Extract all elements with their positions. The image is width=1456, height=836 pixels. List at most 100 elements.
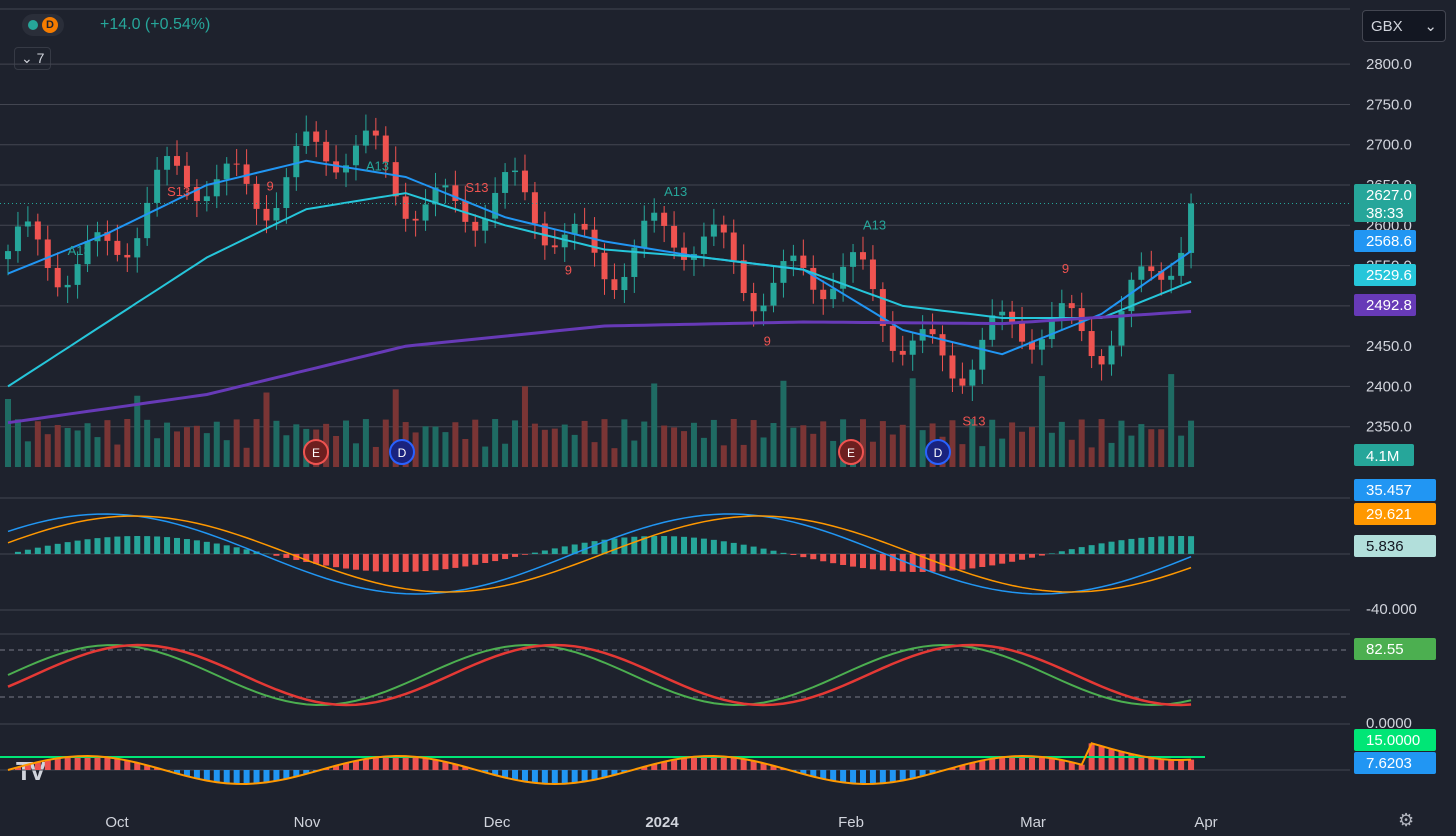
volume-bar [54,425,61,467]
volume-bar [64,428,71,467]
macd-histogram-bar [840,554,847,565]
oscillator-bar [124,760,131,770]
td-annotation-label: S13 [962,414,985,429]
macd-histogram-bar [641,536,648,554]
candle [5,251,11,260]
candle [611,279,618,291]
oscillator-bar [382,756,389,770]
volume-bar [263,392,270,467]
macd-histogram-bar [64,542,71,554]
volume-bar [641,421,648,467]
price-label-box [1354,264,1416,286]
volume-bar [1088,447,1095,467]
oscillator-bar [671,759,678,770]
oscillator-bar [999,757,1006,770]
volume-bar [114,444,121,467]
candle [989,315,996,340]
macd-histogram-bar [323,554,330,566]
oscillator-bar [949,767,956,770]
candle [1108,345,1115,365]
td-annotation-label: 9 [764,334,771,349]
volume-bar [1068,439,1075,467]
candle [521,170,528,193]
oscillator-bar [929,770,936,774]
volume-bar [183,427,190,467]
volume-bar [561,424,568,467]
oscillator-bar [969,762,976,770]
candle [959,378,966,386]
symbol-pill[interactable]: D [22,14,64,36]
oscillator-bar [591,770,598,780]
macd-histogram-bar [442,554,449,570]
volume-bar [760,437,767,467]
oscillator-bar [233,770,240,784]
macd-histogram-bar [919,554,926,572]
x-tick-label: Nov [294,814,321,831]
chevron-down-icon: ⌄ [1424,18,1437,35]
candle [313,131,320,142]
macd-histogram-bar [1188,536,1195,554]
volume-bar [452,422,459,467]
oscillator-bar [700,756,707,770]
currency-select[interactable]: GBX ⌄ [1362,10,1446,42]
volume-bar [700,437,707,467]
candle [104,232,111,241]
candle [1138,266,1145,280]
volume-bar [94,437,101,467]
candle [362,130,369,146]
oscillator-bar [512,770,519,780]
oscillator-bar [223,770,230,784]
candle [790,255,797,262]
oscillator-bar [1009,756,1016,770]
earnings-marker [838,439,864,465]
oscillator-bar [830,770,837,781]
macd-histogram-bar [54,543,61,554]
price-label: 2568.6 [1366,233,1412,250]
macd-histogram-bar [521,554,528,555]
candle [233,163,240,165]
macd-histogram-bar [1138,537,1145,554]
volume-bar [164,422,171,467]
oscillator-bar [850,770,857,784]
candle [34,221,41,240]
indicator-label-box [1354,503,1436,525]
oscillator-bar [889,770,896,783]
dividend-marker [389,439,415,465]
indicator-value-label: 29.621 [1366,506,1412,523]
macd-histogram-bar [1098,543,1105,554]
macd-histogram-bar [710,539,717,554]
macd-histogram-bar [1118,540,1125,554]
macd-histogram-bar [1128,538,1135,554]
volume-bar [1128,435,1135,467]
macd-histogram-bar [661,536,668,554]
oscillator-bar [1178,759,1185,770]
settings-icon[interactable]: ⚙ [1398,810,1415,830]
stoch-k-line [7,644,1192,706]
candle [1188,203,1195,253]
oscillator-bar [263,770,270,783]
symbol-header: D +14.0 (+0.54%) [22,14,210,36]
oscillator-bar [114,758,121,770]
volume-bar [690,422,697,467]
macd-histogram-bar [352,554,359,570]
candle [183,165,190,188]
stoch-d-line [7,643,1192,707]
td-annotation-label: 9 [266,178,273,193]
macd-histogram-bar [720,541,727,554]
indicator-label-box [1354,479,1436,501]
macd-histogram-bar [909,554,916,572]
oscillator-bar [1048,758,1055,770]
oscillator-bar [273,770,280,781]
oscillator-bar [343,763,350,770]
oscillator-bar [144,765,151,770]
macd-histogram-bar [203,541,210,554]
volume-bar [352,443,359,467]
oscillator-bar [1058,760,1065,770]
candle [651,212,658,221]
y-tick-label: 2700.0 [1366,137,1412,154]
oscillator-bar [74,756,81,770]
volume-bar [1009,422,1016,467]
td-annotation-label: 9 [1062,261,1069,276]
oscillator-bar [899,770,906,781]
